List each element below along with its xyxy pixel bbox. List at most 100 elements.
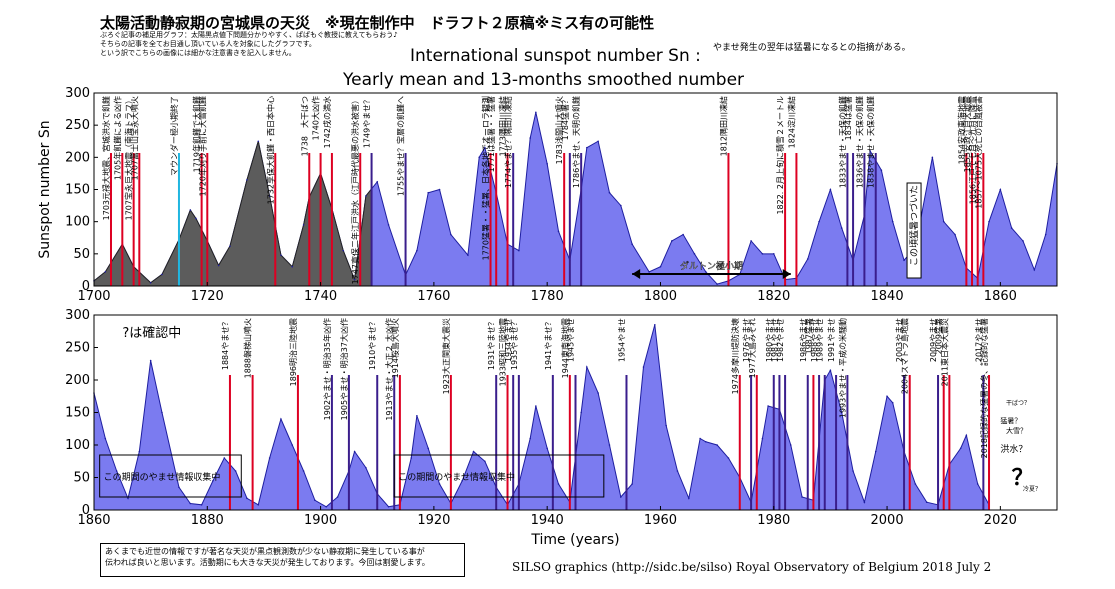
data-point [557, 483, 560, 485]
data-point [461, 479, 464, 482]
event-label: 1941やませ？ [544, 318, 553, 370]
data-point [416, 249, 418, 252]
y-tick-label: 150 [65, 183, 90, 198]
x-tick-label: 1740 [304, 289, 337, 304]
dalton-arrow-head-left [632, 269, 641, 279]
event-label: 1770猛暑・・猛暑、日本各地でオーロラ観測 [481, 96, 491, 260]
event-label: 1720年刈り手前に大雪飢饉 [197, 96, 207, 196]
y-tick-label: 150 [65, 406, 90, 421]
event-label: 1954やませ [617, 318, 626, 362]
data-point [427, 447, 430, 450]
footer-note-box: あくまでも近世の情報ですが著名な天災が黒点観測数が少ない静寂期に発生している事が… [100, 543, 465, 577]
data-point [959, 447, 962, 450]
data-point [178, 486, 180, 489]
data-point [597, 392, 599, 394]
event-label: 1732享保大飢饉・西日本中心 [265, 96, 275, 204]
data-point [1022, 240, 1024, 242]
dalton-arrow-head-right [782, 269, 791, 279]
side-note: ？ [1012, 466, 1034, 491]
event-label: 1991やませ [827, 318, 836, 362]
event-label: 2009やませ [929, 318, 938, 362]
event-label: 1749やませ？ [363, 96, 372, 148]
data-point [608, 444, 611, 446]
x-tick-label: 1760 [417, 289, 450, 304]
data-point [234, 470, 237, 472]
data-point [268, 195, 271, 197]
event-label: マウンダー極小期終了 [169, 96, 179, 176]
event-label: 1988やませ [810, 318, 819, 362]
data-point [671, 240, 673, 242]
data-point [648, 271, 650, 273]
data-point [336, 496, 339, 498]
data-point [484, 460, 486, 463]
data-point [682, 233, 684, 236]
data-point [195, 217, 197, 220]
data-point [1010, 227, 1013, 229]
data-point [699, 437, 701, 440]
summer-box [906, 182, 922, 279]
note-line-2: そちらの記事を全てお目通し頂いている人を対象にしたグラフです。 [100, 40, 316, 48]
data-point [1033, 269, 1036, 271]
data-point [138, 450, 141, 453]
data-point [693, 253, 696, 255]
data-point [212, 479, 214, 482]
data-point [999, 188, 1002, 191]
side-note: 干ばつ？ [1006, 399, 1030, 407]
y-tick-label: 200 [65, 150, 90, 165]
event-label: 1855安政江戸大地震 [962, 96, 972, 172]
collection-box-1 [393, 454, 605, 498]
data-point [659, 265, 662, 268]
data-point [761, 437, 764, 440]
data-point [852, 470, 854, 472]
x-tick-label: 1880 [191, 513, 224, 528]
data-point [535, 405, 537, 407]
event-label: 1989やませ [816, 318, 825, 362]
event-label: 1773隅田川凍結 [498, 96, 508, 156]
data-point [365, 195, 367, 197]
data-point [291, 444, 294, 446]
data-point [149, 359, 152, 362]
event-label: 1707宝永巨大地震（南海トラフ） [124, 96, 134, 220]
data-point [223, 457, 226, 459]
area-blue-1 [94, 324, 990, 510]
event-label: 1987猛暑 [803, 318, 813, 354]
data-point [597, 140, 599, 143]
data-point [484, 146, 486, 149]
event-label: 1934やませ [504, 318, 513, 362]
data-point [886, 395, 888, 398]
event-label: 1914桜島大噴火 [390, 318, 400, 378]
event-label: 1902やませ・明治35年凶作 [322, 318, 332, 420]
data-point [580, 411, 582, 414]
collection-box-0 [99, 454, 242, 498]
data-point [976, 483, 979, 485]
event-label: 1755やませ？宝暦の飢饉へ [396, 96, 406, 196]
data-point [149, 281, 152, 284]
y-tick-label: 50 [73, 471, 90, 486]
data-point [557, 230, 560, 233]
data-point [438, 483, 441, 485]
y-tick-label: 0 [82, 279, 90, 294]
event-label: 1974多摩川堤防決壊 [730, 318, 740, 394]
x-tick-label: 1980 [757, 513, 790, 528]
data-point [880, 169, 883, 171]
data-point [546, 162, 548, 165]
y-tick-label: 0 [82, 503, 90, 518]
x-tick-label: 1860 [984, 289, 1017, 304]
note-line-1: ぶろぐ記事の補足用グラフ：太陽黒点値下問題分かりやすく、ぱぱもぐ教授に教えてもら… [100, 31, 398, 39]
data-point [353, 278, 356, 281]
data-point [863, 501, 866, 504]
event-label: 1703元禄大地震、宮城洪水で飢饉 [101, 96, 111, 220]
event-label: 1833やませ・天保の飢饉 [837, 96, 847, 188]
event-label: 1747寛保二年江戸洪水（江戸時代最悪の洪水被害） [350, 96, 360, 284]
credit: SILSO graphics (http://sidc.be/silso) Ro… [512, 560, 992, 574]
data-point [280, 254, 282, 256]
data-point [472, 450, 475, 453]
data-point [965, 434, 968, 437]
data-point [942, 220, 945, 223]
top-note: やませ発生の翌年は猛暑になるとの指摘がある。 [713, 43, 911, 53]
data-point [189, 209, 192, 211]
chart-subtitle: Yearly mean and 13-months smoothed numbe… [343, 70, 745, 90]
data-point [342, 249, 345, 252]
data-point [642, 366, 645, 368]
x-tick-label: 1800 [644, 289, 677, 304]
